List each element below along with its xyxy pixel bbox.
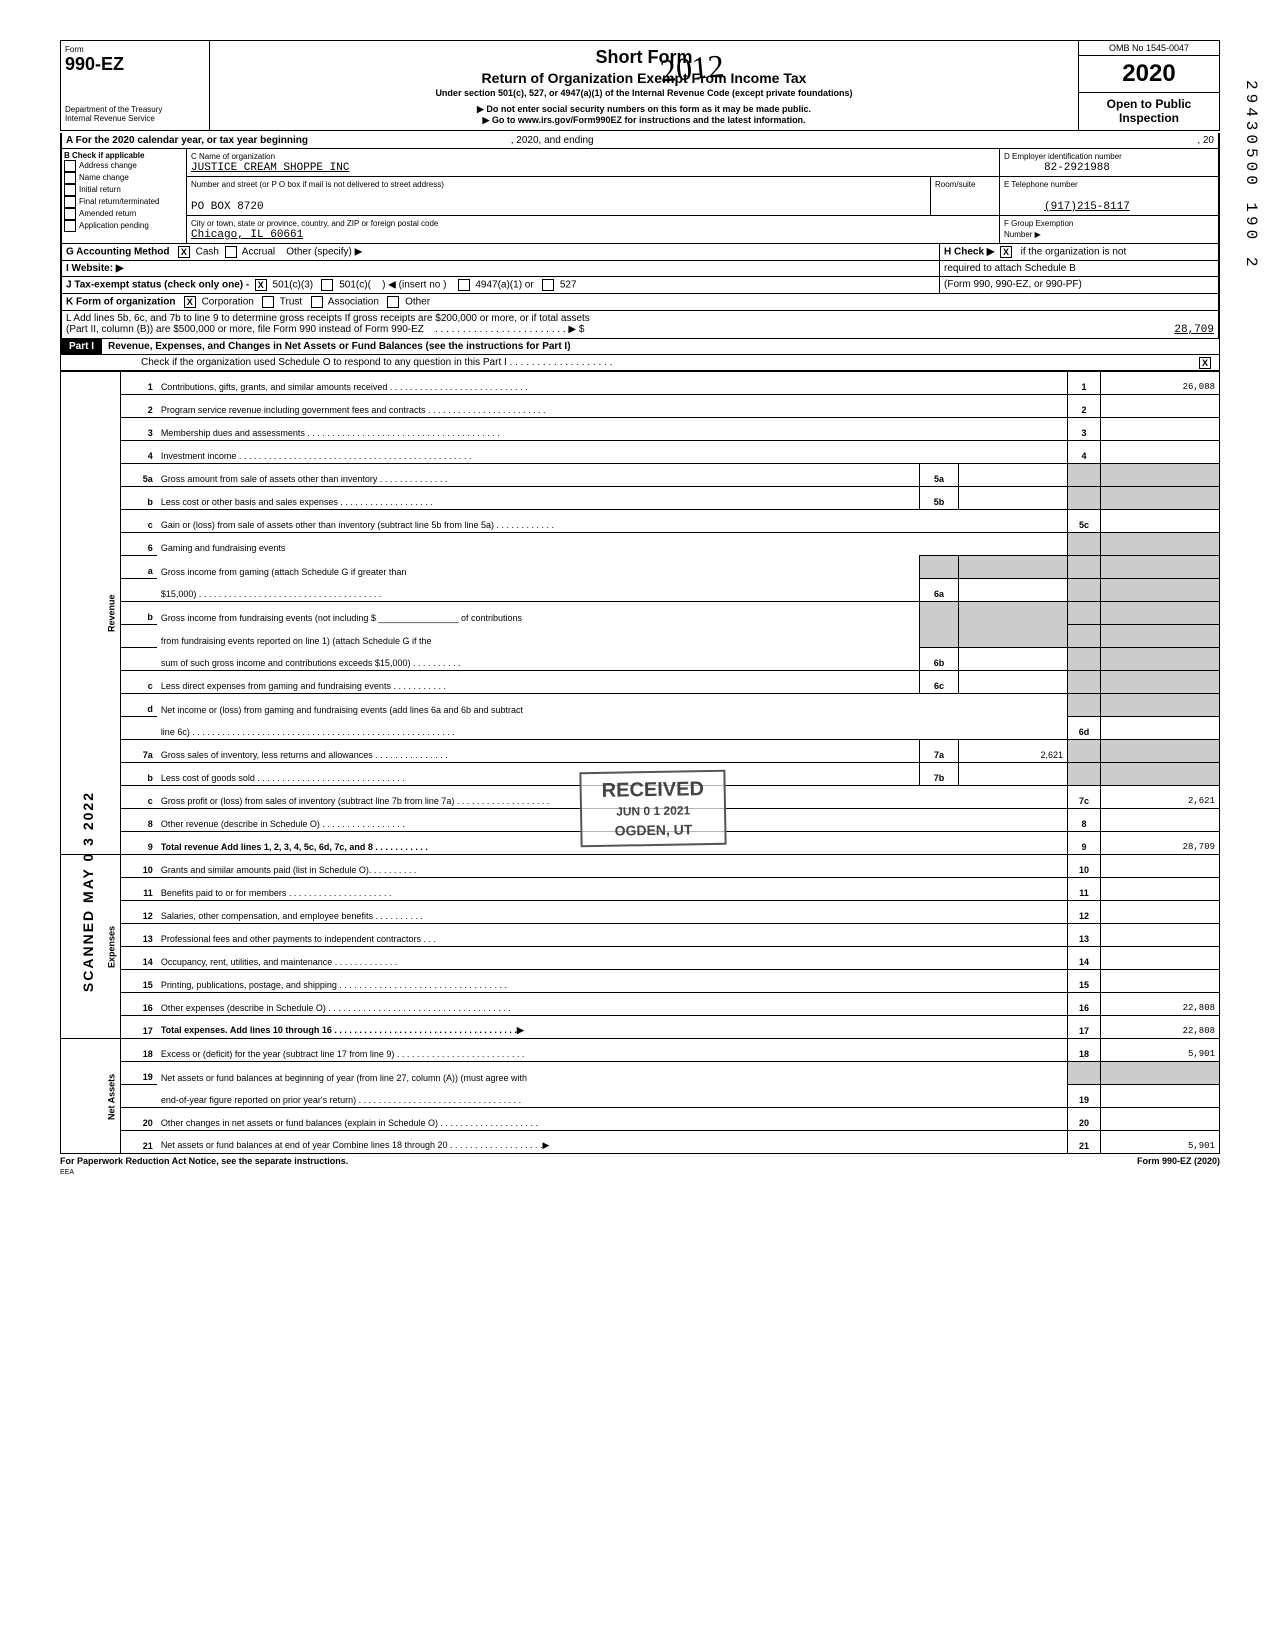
handwritten-year: 2012 <box>659 47 726 89</box>
label-i: I Website: ▶ <box>66 263 124 274</box>
line-l1: L Add lines 5b, 6c, and 7b to line 9 to … <box>66 313 590 324</box>
form-number: 990-EZ <box>65 54 205 75</box>
chk-501c[interactable] <box>321 279 333 291</box>
amt-21: 5,901 <box>1101 1131 1220 1154</box>
received-stamp: RECEIVED JUN 0 1 2021 OGDEN, UT <box>579 770 727 848</box>
inspection-label: Inspection <box>1119 111 1179 125</box>
revenue-label: Revenue <box>61 372 121 855</box>
label-f: F Group Exemption <box>1004 219 1073 228</box>
lines-table: Revenue 1Contributions, gifts, grants, a… <box>60 371 1220 1154</box>
label-c: C Name of organization <box>191 152 275 161</box>
title-short-form: Short Form <box>214 47 1074 68</box>
chk-amended[interactable] <box>64 208 76 220</box>
g-other: Other (specify) ▶ <box>286 247 362 258</box>
subtitle: Under section 501(c), 527, or 4947(a)(1)… <box>214 88 1074 98</box>
label-d: D Employer identification number <box>1004 152 1122 161</box>
chk-trust[interactable] <box>262 296 274 308</box>
tax-year: 2020 <box>1079 56 1219 93</box>
ein: 82-2921988 <box>1044 162 1110 174</box>
chk-final-return[interactable] <box>64 196 76 208</box>
amt-7c: 2,621 <box>1101 786 1220 809</box>
amt-16: 22,808 <box>1101 993 1220 1016</box>
section-b-checkboxes: B Check if applicable Address change Nam… <box>62 149 187 243</box>
h-text2: required to attach Schedule B <box>944 263 1076 274</box>
line-a-end: , 20 <box>1197 135 1214 146</box>
label-g: G Accounting Method <box>66 247 170 258</box>
chk-527[interactable] <box>542 279 554 291</box>
chk-initial-return[interactable] <box>64 184 76 196</box>
dept-treasury: Department of the Treasury <box>65 105 205 114</box>
amt-18: 5,901 <box>1101 1039 1220 1062</box>
label-k: K Form of organization <box>66 297 175 308</box>
form-header: Form 990-EZ Department of the Treasury I… <box>60 40 1220 131</box>
omb-number: OMB No 1545-0047 <box>1079 41 1219 56</box>
warning-url: ▶ Go to www.irs.gov/Form990EZ for instru… <box>214 115 1074 126</box>
chk-other-org[interactable] <box>387 296 399 308</box>
warning-ssn: ▶ Do not enter social security numbers o… <box>214 104 1074 115</box>
line-a-begin: A For the 2020 calendar year, or tax yea… <box>66 135 308 146</box>
line-l2: (Part II, column (B)) are $500,000 or mo… <box>66 324 424 335</box>
l-amount: 28,709 <box>1174 324 1214 336</box>
paperwork-notice: For Paperwork Reduction Act Notice, see … <box>60 1156 348 1166</box>
chk-address-change[interactable] <box>64 160 76 172</box>
amt-7a: 2,621 <box>959 740 1068 763</box>
label-h: H Check ▶ <box>944 247 994 258</box>
chk-501c3[interactable]: X <box>255 279 267 291</box>
chk-4947[interactable] <box>458 279 470 291</box>
part1-header: Part I Revenue, Expenses, and Changes in… <box>60 339 1220 355</box>
l-dots: . . . . . . . . . . . . . . . . . . . . … <box>435 324 584 335</box>
dln-number: 29430500 190 2 <box>1242 80 1260 270</box>
address: PO BOX 8720 <box>191 201 264 213</box>
chk-schedule-o[interactable]: X <box>1199 357 1211 369</box>
open-public: Open to Public <box>1107 97 1192 111</box>
chk-assoc[interactable] <box>311 296 323 308</box>
title-return: Return of Organization Exempt From Incom… <box>214 70 1074 86</box>
chk-app-pending[interactable] <box>64 220 76 232</box>
addr-label: Number and street (or P O box if mail is… <box>191 180 444 189</box>
city-state-zip: Chicago, IL 60661 <box>191 229 303 241</box>
room-label: Room/suite <box>935 180 975 189</box>
amt-9: 28,709 <box>1101 832 1220 855</box>
h-text3: (Form 990, 990-EZ, or 990-PF) <box>944 279 1082 290</box>
h-text1: if the organization is not <box>1021 247 1127 258</box>
amt-17: 22,808 <box>1101 1016 1220 1039</box>
part1-check-line: Check if the organization used Schedule … <box>61 355 1199 370</box>
netassets-label: Net Assets <box>61 1039 121 1154</box>
chk-cash[interactable]: X <box>178 246 190 258</box>
phone: (917)215-8117 <box>1044 201 1130 213</box>
irs-label: Internal Revenue Service <box>65 114 205 123</box>
label-b: B Check if applicable <box>64 151 144 160</box>
part1-title: Revenue, Expenses, and Changes in Net As… <box>102 339 1219 354</box>
line-a-mid: , 2020, and ending <box>511 135 594 146</box>
label-f2: Number ▶ <box>1004 230 1041 239</box>
amt-1: 26,088 <box>1101 372 1220 395</box>
label-j: J Tax-exempt status (check only one) - <box>66 280 249 291</box>
footer: For Paperwork Reduction Act Notice, see … <box>60 1154 1220 1176</box>
form-ref: Form 990-EZ (2020) <box>1137 1156 1220 1176</box>
expenses-label: Expenses <box>61 855 121 1039</box>
chk-accrual[interactable] <box>225 246 237 258</box>
chk-name-change[interactable] <box>64 172 76 184</box>
chk-corp[interactable]: X <box>184 296 196 308</box>
part1-label: Part I <box>61 339 102 354</box>
chk-schedule-b[interactable]: X <box>1000 246 1012 258</box>
label-e: E Telephone number <box>1004 180 1078 189</box>
city-label: City or town, state or province, country… <box>191 219 438 228</box>
org-name: JUSTICE CREAM SHOPPE INC <box>191 162 349 174</box>
